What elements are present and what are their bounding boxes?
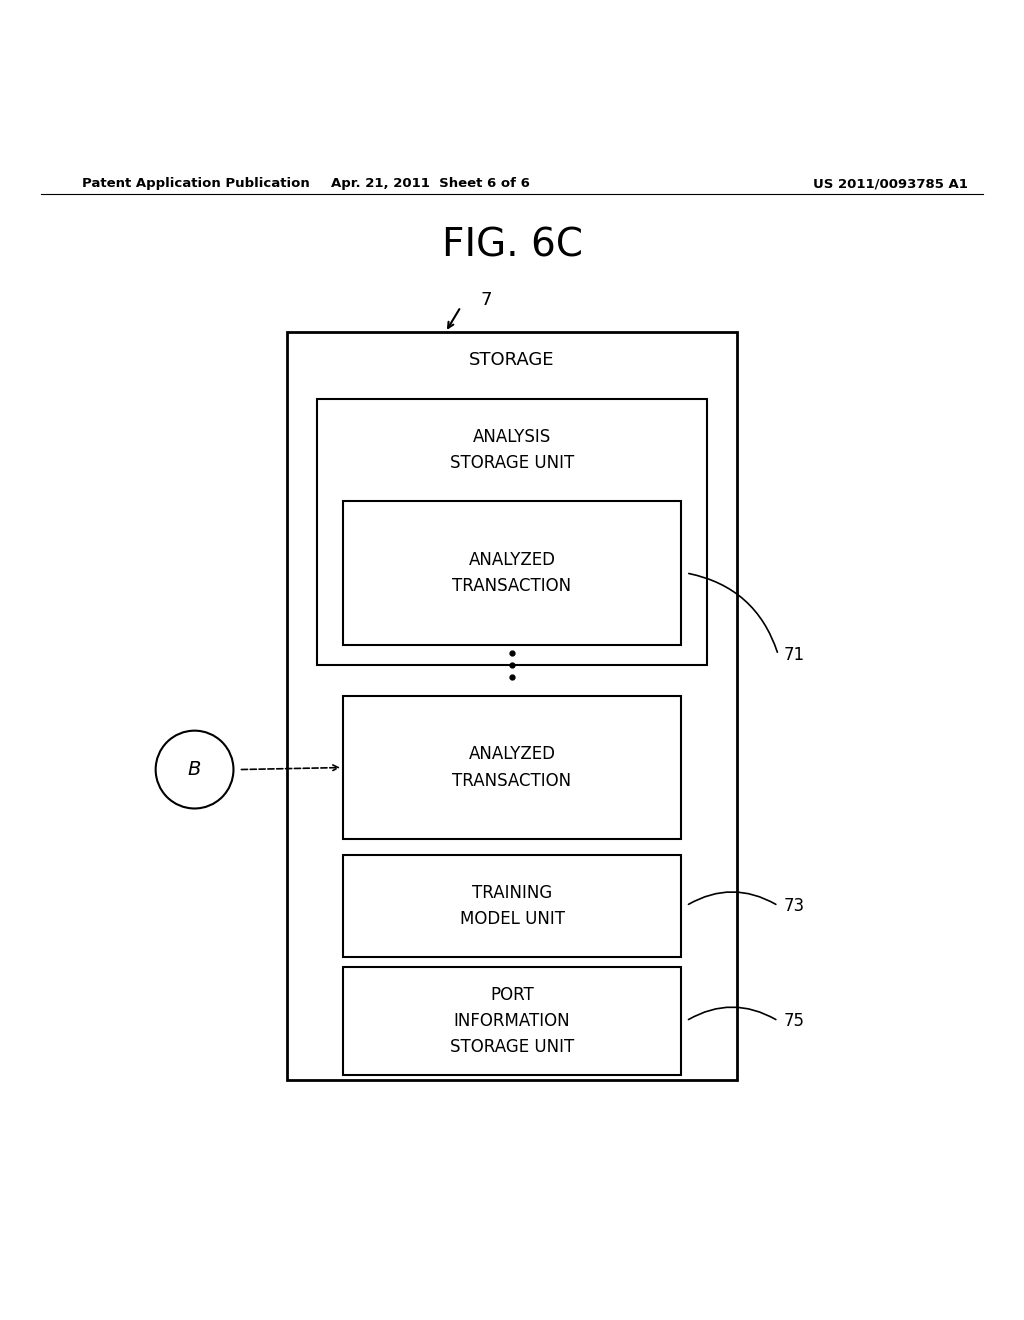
Bar: [343, 502, 681, 644]
Text: ANALYZED
TRANSACTION: ANALYZED TRANSACTION: [453, 550, 571, 595]
Text: FIG. 6C: FIG. 6C: [441, 226, 583, 264]
Text: US 2011/0093785 A1: US 2011/0093785 A1: [813, 177, 969, 190]
Text: Patent Application Publication: Patent Application Publication: [82, 177, 309, 190]
Text: PORT
INFORMATION
STORAGE UNIT: PORT INFORMATION STORAGE UNIT: [450, 986, 574, 1056]
Bar: [343, 968, 681, 1074]
Text: 7: 7: [480, 290, 493, 309]
Text: 73: 73: [783, 896, 805, 915]
Bar: [317, 399, 707, 665]
Text: 71: 71: [783, 645, 805, 664]
Text: Apr. 21, 2011  Sheet 6 of 6: Apr. 21, 2011 Sheet 6 of 6: [331, 177, 529, 190]
Text: ANALYSIS
STORAGE UNIT: ANALYSIS STORAGE UNIT: [450, 428, 574, 473]
Bar: [343, 696, 681, 840]
Bar: [287, 333, 737, 1080]
Text: 75: 75: [783, 1012, 805, 1030]
Bar: [343, 854, 681, 957]
Text: B: B: [187, 760, 202, 779]
Text: TRAINING
MODEL UNIT: TRAINING MODEL UNIT: [460, 883, 564, 928]
Text: ANALYZED
TRANSACTION: ANALYZED TRANSACTION: [453, 746, 571, 789]
Text: STORAGE: STORAGE: [469, 351, 555, 370]
